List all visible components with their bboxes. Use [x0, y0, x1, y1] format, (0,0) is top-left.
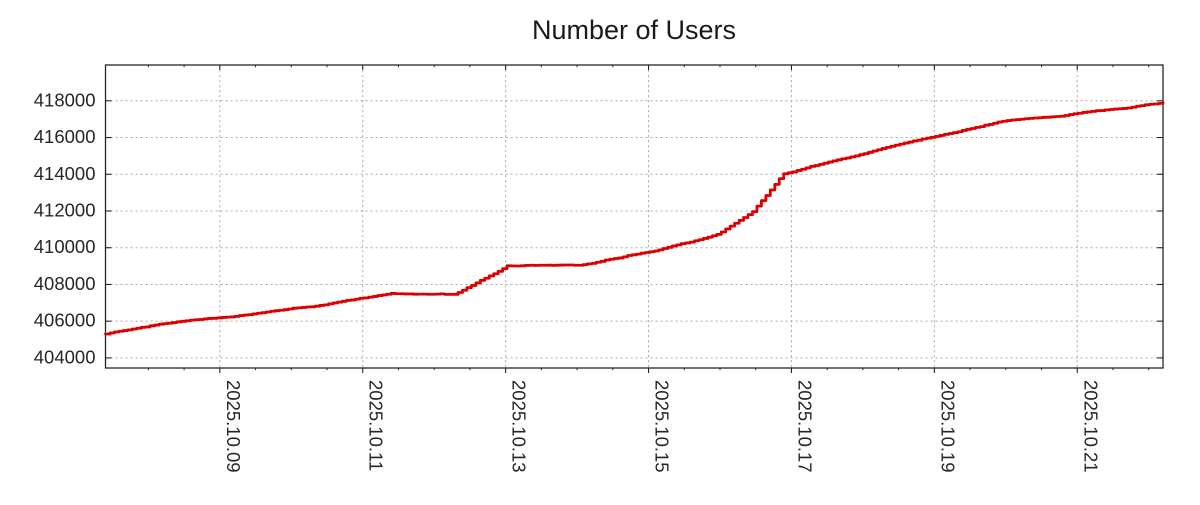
svg-text:2025.10.11: 2025.10.11: [366, 380, 387, 471]
svg-text:2025.10.09: 2025.10.09: [223, 380, 244, 473]
svg-text:414000: 414000: [34, 163, 96, 184]
svg-text:406000: 406000: [34, 310, 96, 331]
svg-text:404000: 404000: [34, 346, 96, 367]
svg-text:2025.10.19: 2025.10.19: [937, 380, 958, 473]
svg-text:412000: 412000: [34, 199, 96, 220]
svg-text:2025.10.15: 2025.10.15: [652, 380, 673, 473]
svg-text:418000: 418000: [34, 89, 96, 110]
svg-text:416000: 416000: [34, 126, 96, 147]
svg-text:2025.10.13: 2025.10.13: [509, 380, 530, 473]
svg-text:2025.10.21: 2025.10.21: [1080, 380, 1101, 473]
svg-text:408000: 408000: [34, 273, 96, 294]
svg-text:410000: 410000: [34, 236, 96, 257]
svg-text:2025.10.17: 2025.10.17: [794, 380, 815, 473]
